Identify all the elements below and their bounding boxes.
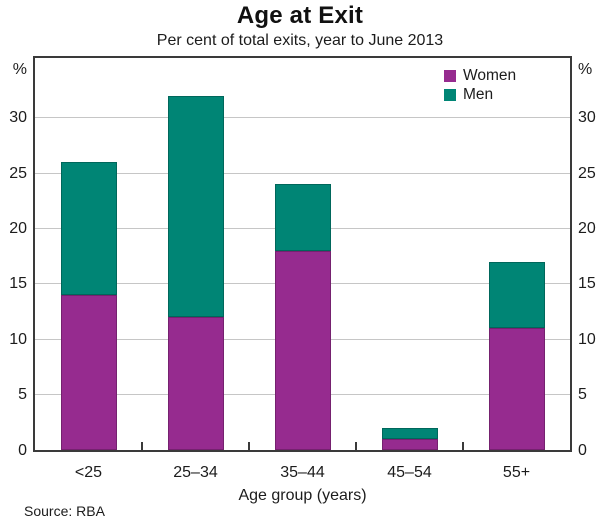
bar-segment-women-4 <box>381 438 438 450</box>
x-axis-boundary-tick <box>462 442 464 450</box>
bar-segment-women-2 <box>167 317 224 450</box>
gridline-30 <box>35 117 570 119</box>
x-axis-boundary-tick <box>355 442 357 450</box>
legend-item-women: Women <box>444 66 516 85</box>
legend-label-men: Men <box>463 85 494 103</box>
women-color-swatch <box>444 69 456 82</box>
y-unit-left: % <box>12 61 27 78</box>
bar-segment-men-2 <box>167 95 224 318</box>
y-tick-label-right-20: 20 <box>578 220 596 238</box>
chart-title: Age at Exit <box>236 2 364 29</box>
bar-segment-women-5 <box>488 328 545 450</box>
y-tick-label-left-15: 15 <box>9 275 27 293</box>
gridline-25 <box>35 172 570 174</box>
bar-segment-men-1 <box>60 162 117 295</box>
chart-subtitle: Per cent of total exits, year to June 20… <box>156 32 444 49</box>
x-tick-label-5: 55+ <box>502 464 531 481</box>
y-tick-label-right-10: 10 <box>578 330 596 348</box>
x-axis-boundary-tick <box>141 442 143 450</box>
bar-segment-men-3 <box>274 184 331 251</box>
y-tick-label-right-15: 15 <box>578 275 596 293</box>
bar-segment-men-4 <box>381 427 438 439</box>
x-tick-label-1: <25 <box>74 464 103 481</box>
y-tick-label-left-20: 20 <box>9 220 27 238</box>
men-color-swatch <box>444 88 456 101</box>
bar-segment-women-3 <box>274 250 331 450</box>
x-axis-boundary-tick <box>248 442 250 450</box>
legend: Women Men <box>444 66 516 104</box>
legend-label-women: Women <box>463 66 517 84</box>
y-tick-label-left-25: 25 <box>9 164 27 182</box>
y-tick-label-right-0: 0 <box>578 441 587 459</box>
y-unit-right: % <box>578 61 593 78</box>
legend-item-men: Men <box>444 85 516 104</box>
y-tick-label-left-30: 30 <box>9 109 27 127</box>
x-axis-caption: Age group (years) <box>238 487 367 504</box>
y-tick-label-right-5: 5 <box>578 386 587 404</box>
bar-segment-women-1 <box>60 294 117 450</box>
x-tick-label-3: 35–44 <box>280 464 325 481</box>
bar-segment-men-5 <box>488 261 545 329</box>
plot-area <box>33 56 572 452</box>
y-tick-label-right-30: 30 <box>578 109 596 127</box>
y-tick-label-left-5: 5 <box>18 386 27 404</box>
x-tick-label-2: 25–34 <box>173 464 218 481</box>
x-tick-label-4: 45–54 <box>387 464 432 481</box>
y-tick-label-left-10: 10 <box>9 330 27 348</box>
y-tick-label-right-25: 25 <box>578 164 596 182</box>
y-tick-label-left-0: 0 <box>18 441 27 459</box>
source-note: Source: RBA <box>24 503 105 519</box>
